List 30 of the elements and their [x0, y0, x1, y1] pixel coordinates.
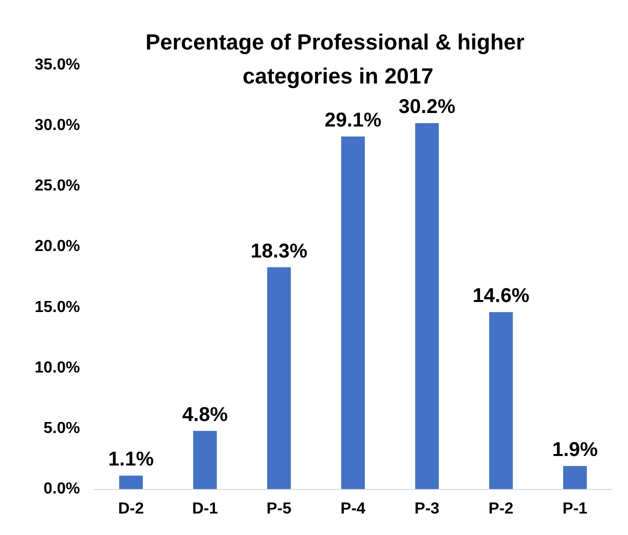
data-label: 18.3% [250, 240, 308, 262]
x-tick-label: P-5 [266, 500, 292, 518]
data-label: 29.1% [324, 109, 382, 132]
y-tick-label: 30.0% [34, 117, 80, 134]
x-tick-label: P-4 [340, 500, 366, 518]
bar [563, 466, 587, 489]
data-label: 1.9% [552, 438, 598, 461]
x-tick-label: P-2 [488, 500, 514, 518]
data-label: 1.1% [108, 448, 154, 471]
bar [415, 123, 439, 489]
chart-title: Percentage of Professional & higher categories in 2017 [145, 30, 531, 88]
data-label: 30.2% [398, 96, 456, 118]
x-tick-label: P-1 [562, 500, 588, 518]
data-label: 14.6% [472, 285, 530, 308]
bar [489, 312, 513, 489]
y-tick-label: 5.0% [44, 420, 80, 437]
y-tick-label: 20.0% [34, 238, 80, 256]
bar [341, 136, 365, 489]
bar [267, 267, 291, 489]
y-tick-label: 25.0% [34, 178, 80, 195]
data-label: 4.8% [182, 404, 228, 426]
bar [193, 430, 217, 489]
x-tick-label: P-3 [414, 500, 440, 518]
y-tick-label: 0.0% [44, 480, 80, 498]
x-tick-label: D-1 [192, 500, 218, 518]
x-tick-label: D-2 [118, 500, 144, 518]
y-tick-label: 10.0% [34, 359, 80, 376]
y-tick-label: 35.0% [34, 56, 80, 74]
y-tick-label: 15.0% [34, 298, 80, 316]
bar [119, 476, 143, 489]
